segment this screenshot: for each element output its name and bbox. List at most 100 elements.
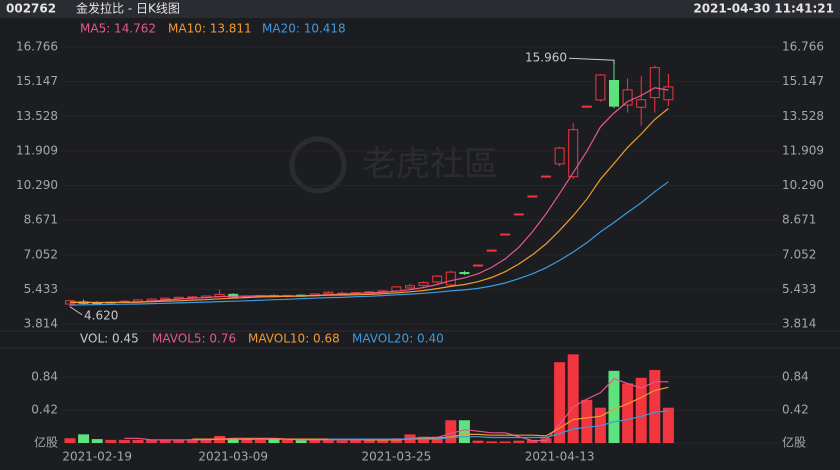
volume-bar: [363, 439, 375, 443]
volume-bar: [377, 439, 389, 443]
candle-body: [500, 233, 511, 236]
candle-body: [663, 86, 674, 101]
legend-entry: MAVOL5: 0.76: [152, 332, 236, 346]
candle-body: [568, 129, 579, 178]
ma-line: [192, 386, 669, 441]
volume-bar: [309, 439, 321, 443]
volume-bar: [662, 407, 674, 443]
candle-body: [595, 74, 606, 101]
volume-bar: [173, 439, 185, 443]
volume-bar: [350, 439, 362, 443]
volume-bar: [105, 439, 117, 443]
volume-bar: [322, 439, 334, 443]
annotation-leader: [568, 57, 615, 65]
y-tick-label-right: 5.433: [782, 282, 816, 296]
y-tick-label-right: 16.766: [782, 40, 824, 54]
candle-body: [323, 291, 334, 295]
y-tick-label-right: 3.814: [782, 317, 816, 331]
y-tick-label: 13.528: [16, 109, 58, 123]
y-tick-label: 11.909: [16, 143, 58, 157]
annotation-label: 4.620: [84, 308, 118, 322]
volume-bar: [608, 370, 620, 443]
y-tick-label-right: 10.290: [782, 178, 824, 192]
y-tick-label-right: 亿股: [782, 435, 806, 450]
volume-bar: [200, 439, 212, 443]
stock-name: 金发拉比 - 日K线图: [76, 1, 180, 16]
y-tick-label: 7.052: [24, 247, 58, 261]
x-tick-label: 2021-04-13: [525, 450, 595, 464]
volume-bar: [554, 362, 566, 443]
volume-bar: [649, 370, 661, 443]
x-tick-label: 2021-03-25: [362, 450, 432, 464]
volume-bar: [78, 434, 90, 443]
ma-line: [328, 410, 669, 440]
volume-bar: [458, 420, 470, 443]
y-tick-label: 16.766: [16, 40, 58, 54]
volume-bar: [241, 439, 253, 443]
candle-body: [527, 195, 538, 198]
volume-bar: [567, 354, 579, 443]
volume-bar: [336, 440, 348, 443]
candle-body: [445, 271, 456, 286]
candle-body: [418, 282, 429, 286]
candle-body: [609, 79, 619, 107]
y-tick-label: 3.814: [24, 317, 58, 331]
volume-bar: [418, 436, 430, 443]
y-tick-label-right: 15.147: [782, 74, 824, 88]
candle-body: [622, 89, 633, 106]
legend-entry: MAVOL10: 0.68: [248, 332, 340, 346]
volume-bar: [227, 438, 239, 443]
candle-body: [405, 285, 415, 289]
y-tick-label: 8.671: [24, 213, 58, 227]
x-tick-label: 2021-02-19: [62, 450, 132, 464]
candle-body: [459, 272, 470, 275]
candle-body: [636, 99, 647, 108]
y-tick-label-right: 8.671: [782, 213, 816, 227]
volume-bar: [431, 436, 443, 443]
annotation-leader: [69, 306, 83, 316]
legend-entry: MA10: 13.811: [168, 22, 252, 36]
stock-code: 002762: [6, 2, 56, 16]
volume-bar: [526, 439, 538, 443]
y-tick-label-right: 0.42: [782, 403, 809, 417]
y-tick-label: 亿股: [34, 435, 58, 450]
y-tick-label-right: 7.052: [782, 247, 816, 261]
ma-line: [70, 108, 669, 304]
datetime: 2021-04-30 11:41:21: [693, 2, 834, 16]
volume-bar: [254, 439, 266, 443]
y-tick-label-right: 13.528: [782, 109, 824, 123]
volume-bar: [486, 441, 498, 443]
volume-bar: [513, 440, 525, 443]
legend-entry: MA20: 10.418: [262, 22, 346, 36]
x-tick-label: 2021-03-09: [198, 450, 268, 464]
candle-body: [432, 275, 443, 283]
y-tick-label: 0.84: [31, 370, 58, 384]
watermark-logo: [289, 136, 347, 194]
volume-bar: [390, 438, 402, 443]
volume-bar: [132, 439, 144, 443]
candle-body: [554, 147, 565, 165]
y-tick-label-right: 0.84: [782, 370, 809, 384]
volume-bar: [64, 438, 76, 443]
candle-body: [486, 249, 497, 252]
volume-bar: [499, 441, 511, 443]
candle-body: [513, 213, 524, 216]
y-tick-label: 5.433: [24, 282, 58, 296]
header-bar: [0, 0, 840, 18]
volume-bar: [282, 439, 294, 443]
volume-bar: [472, 440, 484, 443]
legend-entry: MA5: 14.762: [80, 22, 156, 36]
volume-bar: [146, 439, 158, 443]
volume-bar: [622, 383, 634, 443]
volume-bar: [445, 420, 457, 443]
ma-line: [69, 181, 669, 306]
ma-line: [69, 87, 669, 304]
candle-body: [581, 105, 592, 108]
candle-body: [473, 264, 483, 267]
volume-bar: [635, 377, 647, 443]
candle-body: [649, 67, 660, 99]
legend-entry: MAVOL20: 0.40: [352, 332, 444, 346]
y-tick-label: 10.290: [16, 178, 58, 192]
